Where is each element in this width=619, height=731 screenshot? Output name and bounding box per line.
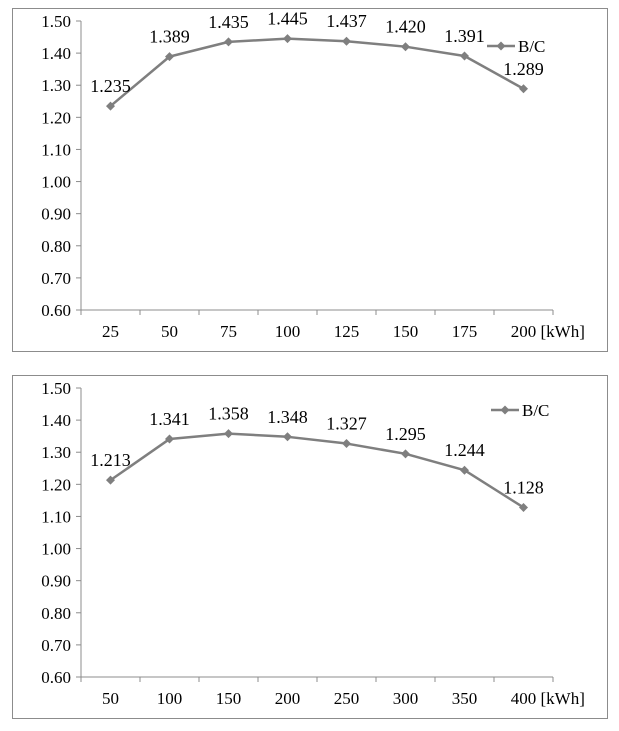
- x-tick-label: 200: [511, 322, 537, 341]
- x-unit-label: [kWh]: [541, 322, 585, 341]
- x-tick-label: 100: [275, 322, 301, 341]
- data-label: 1.358: [208, 404, 249, 424]
- data-point-marker: [283, 34, 292, 44]
- y-tick-label: 0.80: [41, 237, 71, 256]
- legend-marker: [500, 405, 510, 415]
- y-tick-label: 0.90: [41, 572, 71, 591]
- bc-chart-bottom: 0.60 0.70 0.80 0.90 1.00 1.10 1.20 1.30 1.40 1.50…: [12, 375, 608, 719]
- x-tick-label: 350: [452, 689, 478, 708]
- x-tick-label: 300: [393, 689, 419, 708]
- data-point-marker: [519, 502, 528, 512]
- y-tick-label: 1.30: [41, 443, 71, 462]
- data-point-marker: [224, 429, 233, 439]
- data-point-marker: [460, 51, 469, 61]
- data-point-marker: [519, 84, 528, 94]
- x-unit-label: [kWh]: [541, 689, 585, 708]
- data-label: 1.341: [149, 409, 190, 429]
- series-line-b-c: [109, 432, 525, 509]
- data-label: 1.327: [326, 414, 367, 434]
- x-tick-label: 125: [334, 322, 360, 341]
- y-tick-label: 1.00: [41, 540, 71, 559]
- data-label: 1.128: [503, 477, 544, 497]
- x-tick-label: 200: [275, 689, 301, 708]
- y-tick-label: 1.20: [41, 475, 71, 494]
- y-tick-label: 1.40: [41, 411, 71, 430]
- y-tick-label: 0.70: [41, 636, 71, 655]
- y-tick-label: 1.10: [41, 140, 71, 159]
- x-tick-label: 150: [216, 689, 242, 708]
- data-label: 1.437: [326, 11, 367, 31]
- y-tick-label: 1.00: [41, 173, 71, 192]
- bc-chart-top-plot: 0.60 0.70 0.80 0.90 1.00 1.10 1.20 1.30 1.40 1.50…: [41, 9, 585, 341]
- data-point-marker: [401, 449, 410, 459]
- y-tick-label: 1.40: [41, 44, 71, 63]
- data-label: 1.289: [503, 59, 544, 79]
- data-point-marker: [224, 37, 233, 47]
- data-label: 1.295: [385, 424, 426, 444]
- data-point-marker: [460, 465, 469, 475]
- data-point-marker: [165, 434, 174, 444]
- data-point-marker: [401, 42, 410, 52]
- y-tick-label: 1.30: [41, 76, 71, 95]
- x-tick-label: 50: [102, 689, 119, 708]
- y-tick-label: 1.20: [41, 108, 71, 127]
- data-label: 1.435: [208, 12, 249, 32]
- data-label: 1.235: [90, 76, 131, 96]
- y-tick-label: 1.10: [41, 507, 71, 526]
- x-tick-label: 75: [220, 322, 237, 341]
- bc-chart-top: 0.60 0.70 0.80 0.90 1.00 1.10 1.20 1.30 1.40 1.50…: [12, 8, 608, 352]
- legend-marker: [496, 41, 506, 51]
- data-point-marker: [165, 52, 174, 62]
- x-tick-label: 50: [161, 322, 178, 341]
- x-tick-label: 25: [102, 322, 119, 341]
- x-tick-label: 150: [393, 322, 419, 341]
- bc-chart-bottom-plot: 0.60 0.70 0.80 0.90 1.00 1.10 1.20 1.30 1.40 1.50…: [41, 379, 585, 708]
- data-point-marker: [283, 432, 292, 442]
- data-label: 1.420: [385, 17, 426, 37]
- y-tick-label: 0.60: [41, 301, 71, 320]
- y-tick-label: 0.80: [41, 604, 71, 623]
- series-line-b-c: [109, 37, 525, 108]
- data-label: 1.391: [444, 26, 485, 46]
- data-label: 1.445: [267, 9, 308, 29]
- x-tick-label: 250: [334, 689, 360, 708]
- data-label: 1.213: [90, 450, 131, 470]
- data-label: 1.348: [267, 407, 308, 427]
- data-point-marker: [106, 101, 115, 111]
- legend-label: B/C: [522, 401, 549, 420]
- data-label: 1.244: [444, 440, 485, 460]
- x-tick-label: 400: [511, 689, 537, 708]
- y-tick-label: 1.50: [41, 12, 71, 31]
- data-point-marker: [342, 439, 351, 449]
- y-tick-label: 0.60: [41, 668, 71, 687]
- y-tick-label: 0.70: [41, 269, 71, 288]
- legend-label: B/C: [518, 37, 545, 56]
- x-tick-label: 175: [452, 322, 478, 341]
- x-tick-label: 100: [157, 689, 183, 708]
- y-tick-label: 1.50: [41, 379, 71, 398]
- y-tick-label: 0.90: [41, 205, 71, 224]
- data-point-marker: [342, 36, 351, 46]
- data-point-marker: [106, 475, 115, 485]
- data-label: 1.389: [149, 27, 190, 47]
